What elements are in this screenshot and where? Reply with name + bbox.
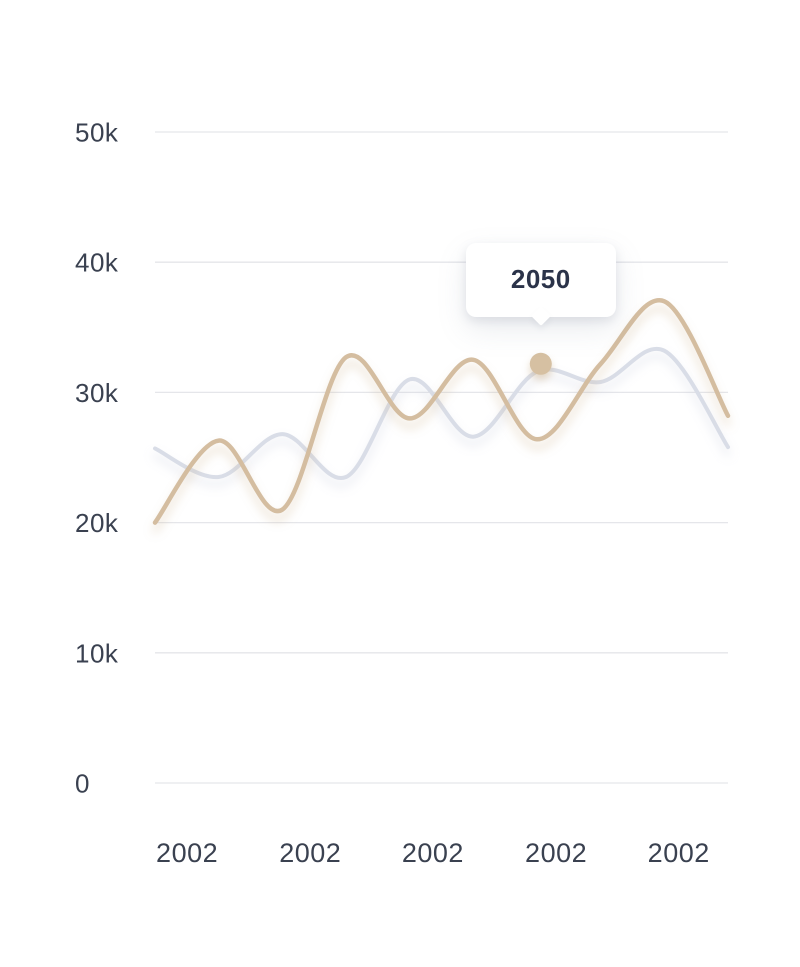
x-axis-tick-label: 2002 — [279, 838, 341, 868]
y-axis-labels: 0 10k 20k 30k 40k 50k — [75, 118, 119, 799]
x-axis-tick-label: 2002 — [648, 838, 710, 868]
y-axis-tick-label: 10k — [75, 638, 119, 668]
y-axis-tick-label: 30k — [75, 378, 119, 408]
gridlines — [155, 131, 728, 784]
x-axis-tick-label: 2002 — [156, 838, 218, 868]
tooltip: 2050 — [465, 242, 616, 326]
x-axis-tick-label: 2002 — [402, 838, 464, 868]
x-axis-tick-label: 2002 — [525, 838, 587, 868]
y-axis-tick-label: 0 — [75, 769, 90, 799]
tooltip-label: 2050 — [510, 264, 571, 295]
series-1-line[interactable] — [152, 298, 731, 525]
highlighted-point-marker[interactable] — [529, 352, 552, 375]
y-axis-tick-label: 40k — [75, 248, 119, 278]
x-axis-labels: 2002 2002 2002 2002 2002 — [156, 838, 710, 868]
y-axis-tick-label: 20k — [75, 508, 119, 538]
series-2-line[interactable] — [153, 346, 730, 481]
y-axis-tick-label: 50k — [75, 118, 119, 148]
